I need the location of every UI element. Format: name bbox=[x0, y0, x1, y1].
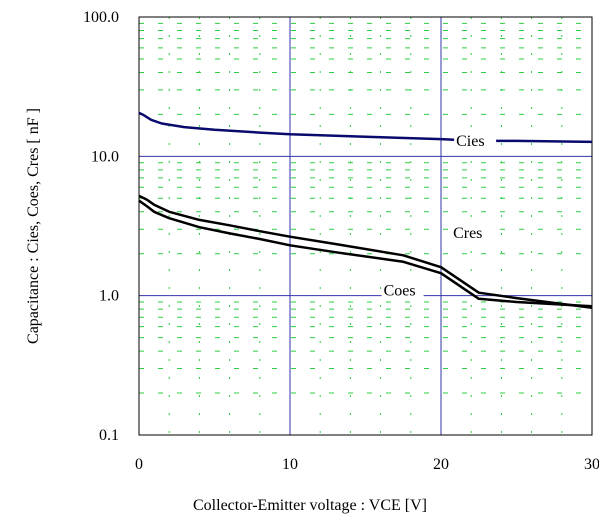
y-tick-label: 10.0 bbox=[91, 148, 119, 165]
annotation-bg bbox=[381, 281, 424, 301]
y-tick-labels: 0.1 1.0 10.0 100.0 bbox=[83, 9, 119, 444]
series-line-cres bbox=[138, 194, 593, 309]
x-axis-label: Collector-Emitter voltage : VCE [V] bbox=[193, 497, 427, 514]
x-tick-label: 30 bbox=[584, 456, 599, 473]
series-line-coes bbox=[138, 199, 593, 308]
y-axis-label: Capacitance : Cies, Coes, Cres [ nF ] bbox=[25, 108, 42, 344]
annotation-layer: Cies Cres Coes bbox=[381, 131, 497, 301]
annotation-label-cres: Cres bbox=[453, 225, 482, 242]
x-tick-label: 0 bbox=[135, 456, 143, 473]
x-tick-label: 10 bbox=[282, 456, 298, 473]
minor-grid bbox=[139, 17, 592, 435]
series-layer bbox=[138, 111, 593, 309]
x-tick-labels: 0 10 20 30 bbox=[135, 456, 599, 473]
x-tick-label: 20 bbox=[433, 456, 449, 473]
series-line-cies bbox=[138, 111, 593, 144]
y-tick-label: 100.0 bbox=[83, 9, 119, 26]
annotation-bg bbox=[451, 223, 494, 243]
y-tick-label: 1.0 bbox=[99, 288, 119, 305]
annotation-label-coes: Coes bbox=[384, 283, 416, 300]
annotation-label-cies: Cies bbox=[456, 133, 484, 150]
major-grid bbox=[139, 17, 592, 435]
plot-frame bbox=[138, 16, 593, 436]
y-tick-label: 0.1 bbox=[99, 427, 119, 444]
annotation-bg bbox=[454, 131, 497, 151]
